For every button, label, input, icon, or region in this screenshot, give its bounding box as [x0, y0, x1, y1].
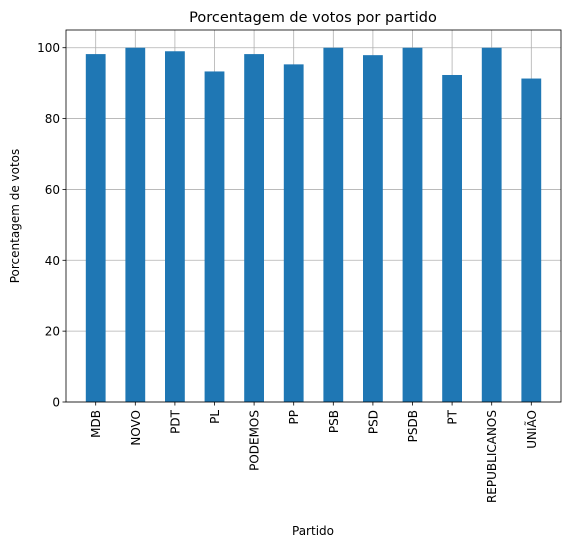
- x-axis-label: Partido: [292, 524, 334, 538]
- y-axis-label: Porcentagem de votos: [8, 149, 22, 284]
- y-axis-ticks: 0 20 40 60 80 100: [37, 41, 66, 410]
- bar: [204, 71, 225, 403]
- x-tick-label: REPUBLICANOS: [485, 410, 499, 503]
- bar: [323, 47, 344, 402]
- x-tick-label: PP: [287, 410, 301, 424]
- bar: [283, 64, 304, 402]
- x-tick-label: PT: [446, 409, 460, 424]
- bars: [85, 47, 542, 403]
- bar: [521, 78, 542, 402]
- chart-title: Porcentagem de votos por partido: [189, 10, 437, 26]
- y-tick-label: 100: [37, 41, 60, 55]
- x-tick-label: PL: [208, 410, 222, 424]
- bar: [402, 47, 423, 402]
- x-tick-label: PSD: [366, 410, 380, 434]
- x-tick-label: MDB: [89, 410, 103, 438]
- x-tick-label: NOVO: [129, 410, 143, 446]
- y-tick-label: 60: [45, 183, 60, 197]
- y-tick-label: 20: [45, 325, 60, 339]
- x-axis-ticks: MDB NOVO PDT PL PODEMOS PP PSB PSD PSDB PT REPUBLI…: [89, 402, 539, 503]
- x-tick-label: PDT: [168, 409, 182, 433]
- bar: [85, 54, 106, 402]
- plot-frame: [65, 29, 562, 403]
- y-tick-label: 40: [45, 254, 60, 268]
- y-tick-label: 80: [45, 112, 60, 126]
- x-tick-label: PSB: [327, 410, 341, 433]
- bar: [363, 55, 383, 402]
- x-tick-label: PODEMOS: [248, 410, 262, 471]
- bar: [244, 54, 264, 402]
- bar: [125, 47, 146, 402]
- bar: [442, 74, 462, 402]
- y-tick-label: 0: [52, 396, 60, 410]
- bar: [165, 51, 185, 402]
- bar: [481, 47, 502, 402]
- x-tick-label: PSDB: [406, 410, 420, 442]
- x-tick-label: UNIÃO: [524, 410, 539, 449]
